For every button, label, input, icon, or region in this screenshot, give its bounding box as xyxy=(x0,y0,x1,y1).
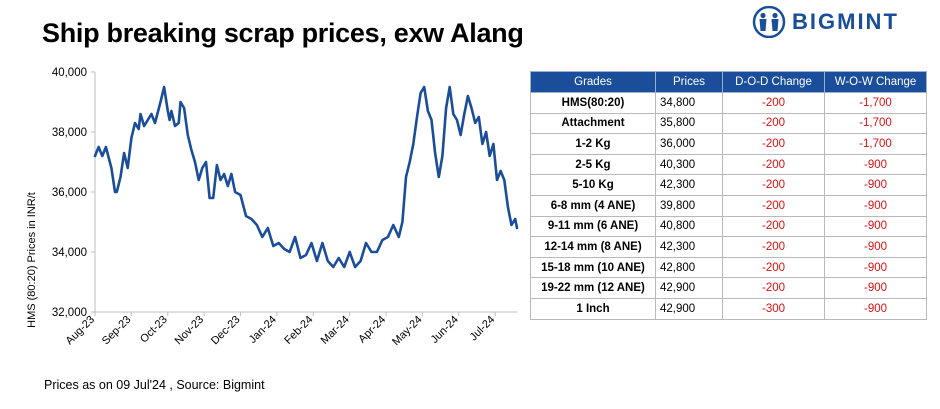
y-tick-label: 32,000 xyxy=(52,307,87,319)
price-cell: 42,900 xyxy=(655,277,723,299)
dod-change-cell: -200 xyxy=(722,194,825,217)
wow-change-cell: -900 xyxy=(824,297,927,320)
table-row: 19-22 mm (12 ANE) 42,900 -200 -900 xyxy=(530,277,927,299)
header-dod-change: D-O-D Change xyxy=(722,71,825,93)
x-tick-label: Oct-23 xyxy=(138,314,170,346)
dod-change-cell: -200 xyxy=(722,153,825,176)
dod-change-cell: -200 xyxy=(722,174,825,196)
y-tick-label: 36,000 xyxy=(52,187,87,199)
table-row: HMS(80:20) 34,800 -200 -1,700 xyxy=(530,92,927,114)
table-row: 9-11 mm (6 ANE) 40,800 -200 -900 xyxy=(530,215,927,238)
wow-change-cell: -900 xyxy=(824,277,927,299)
grade-cell: 19-22 mm (12 ANE) xyxy=(530,277,656,299)
y-tick-label: 40,000 xyxy=(52,67,87,79)
dod-change-cell: -300 xyxy=(722,297,825,320)
grade-cell: 1-2 Kg xyxy=(530,133,656,155)
grade-cell: 9-11 mm (6 ANE) xyxy=(530,215,656,238)
y-tick-label: 38,000 xyxy=(52,127,87,139)
x-tick-label: May-24 xyxy=(390,314,424,348)
logo-text: BIGMINT xyxy=(792,9,899,34)
price-cell: 40,800 xyxy=(655,215,723,238)
wow-change-cell: -1,700 xyxy=(824,133,927,155)
table-row: 12-14 mm (8 ANE) 42,300 -200 -900 xyxy=(530,236,927,258)
x-tick-label: Feb-24 xyxy=(282,314,315,347)
price-cell: 42,300 xyxy=(655,236,723,258)
wow-change-cell: -1,700 xyxy=(824,92,927,114)
header-wow-change: W-O-W Change xyxy=(824,71,927,93)
dod-change-cell: -200 xyxy=(722,277,825,299)
dod-change-cell: -200 xyxy=(722,215,825,238)
price-cell: 40,300 xyxy=(655,153,723,176)
y-tick-label: 34,000 xyxy=(52,247,87,259)
x-tick-label: Dec-23 xyxy=(209,314,243,348)
price-cell: 42,300 xyxy=(655,174,723,196)
table-row: 5-10 Kg 42,300 -200 -900 xyxy=(530,174,927,196)
x-tick-label: Nov-23 xyxy=(173,314,207,348)
wow-change-cell: -900 xyxy=(824,215,927,238)
dod-change-cell: -200 xyxy=(722,236,825,258)
bigmint-people-icon xyxy=(752,6,786,38)
grade-cell: 5-10 Kg xyxy=(530,174,656,196)
table-row: Attachment 35,800 -200 -1,700 xyxy=(530,112,927,135)
header-grades: Grades xyxy=(530,71,656,93)
dod-change-cell: -200 xyxy=(722,112,825,135)
dod-change-cell: -200 xyxy=(722,92,825,114)
grade-cell: 12-14 mm (8 ANE) xyxy=(530,236,656,258)
wow-change-cell: -900 xyxy=(824,153,927,176)
price-cell: 42,900 xyxy=(655,297,723,320)
price-cell: 35,800 xyxy=(655,112,723,135)
series-line xyxy=(93,85,519,269)
table-row: 6-8 mm (4 ANE) 39,800 -200 -900 xyxy=(530,194,927,217)
x-tick-label: Jul-24 xyxy=(468,314,498,344)
x-tick-label: Jan-24 xyxy=(247,314,279,346)
wow-change-cell: -900 xyxy=(824,194,927,217)
table-row: 1 Inch 42,900 -300 -900 xyxy=(530,297,927,320)
x-tick-label: Mar-24 xyxy=(319,314,352,347)
wow-change-cell: -900 xyxy=(824,174,927,196)
grades-price-table: Grades Prices D-O-D Change W-O-W Change … xyxy=(530,71,927,320)
grade-cell: 6-8 mm (4 ANE) xyxy=(530,194,656,217)
dod-change-cell: -200 xyxy=(722,133,825,155)
table-row: 1-2 Kg 36,000 -200 -1,700 xyxy=(530,133,927,155)
grade-cell: Attachment xyxy=(530,112,656,135)
grade-cell: 15-18 mm (10 ANE) xyxy=(530,256,656,279)
wow-change-cell: -900 xyxy=(824,256,927,279)
price-cell: 34,800 xyxy=(655,92,723,114)
source-footnote: Prices as on 09 Jul'24 , Source: Bigmint xyxy=(44,378,265,392)
grade-cell: HMS(80:20) xyxy=(530,92,656,114)
table-row: 2-5 Kg 40,300 -200 -900 xyxy=(530,153,927,176)
wow-change-cell: -1,700 xyxy=(824,112,927,135)
price-cell: 42,800 xyxy=(655,256,723,279)
x-tick-label: Apr-24 xyxy=(356,314,388,346)
price-cell: 39,800 xyxy=(655,194,723,217)
table-header-row: Grades Prices D-O-D Change W-O-W Change xyxy=(530,71,927,93)
dod-change-cell: -200 xyxy=(722,256,825,279)
x-tick-label: Jun-24 xyxy=(429,314,461,346)
price-cell: 36,000 xyxy=(655,133,723,155)
wow-change-cell: -900 xyxy=(824,236,927,258)
header-prices: Prices xyxy=(655,71,723,93)
x-tick-label: Sep-23 xyxy=(100,314,134,348)
page-title: Ship breaking scrap prices, exw Alang xyxy=(42,18,524,48)
grade-cell: 1 Inch xyxy=(530,297,656,320)
brand-logo: BIGMINT xyxy=(752,6,899,38)
table-row: 15-18 mm (10 ANE) 42,800 -200 -900 xyxy=(530,256,927,279)
grade-cell: 2-5 Kg xyxy=(530,153,656,176)
